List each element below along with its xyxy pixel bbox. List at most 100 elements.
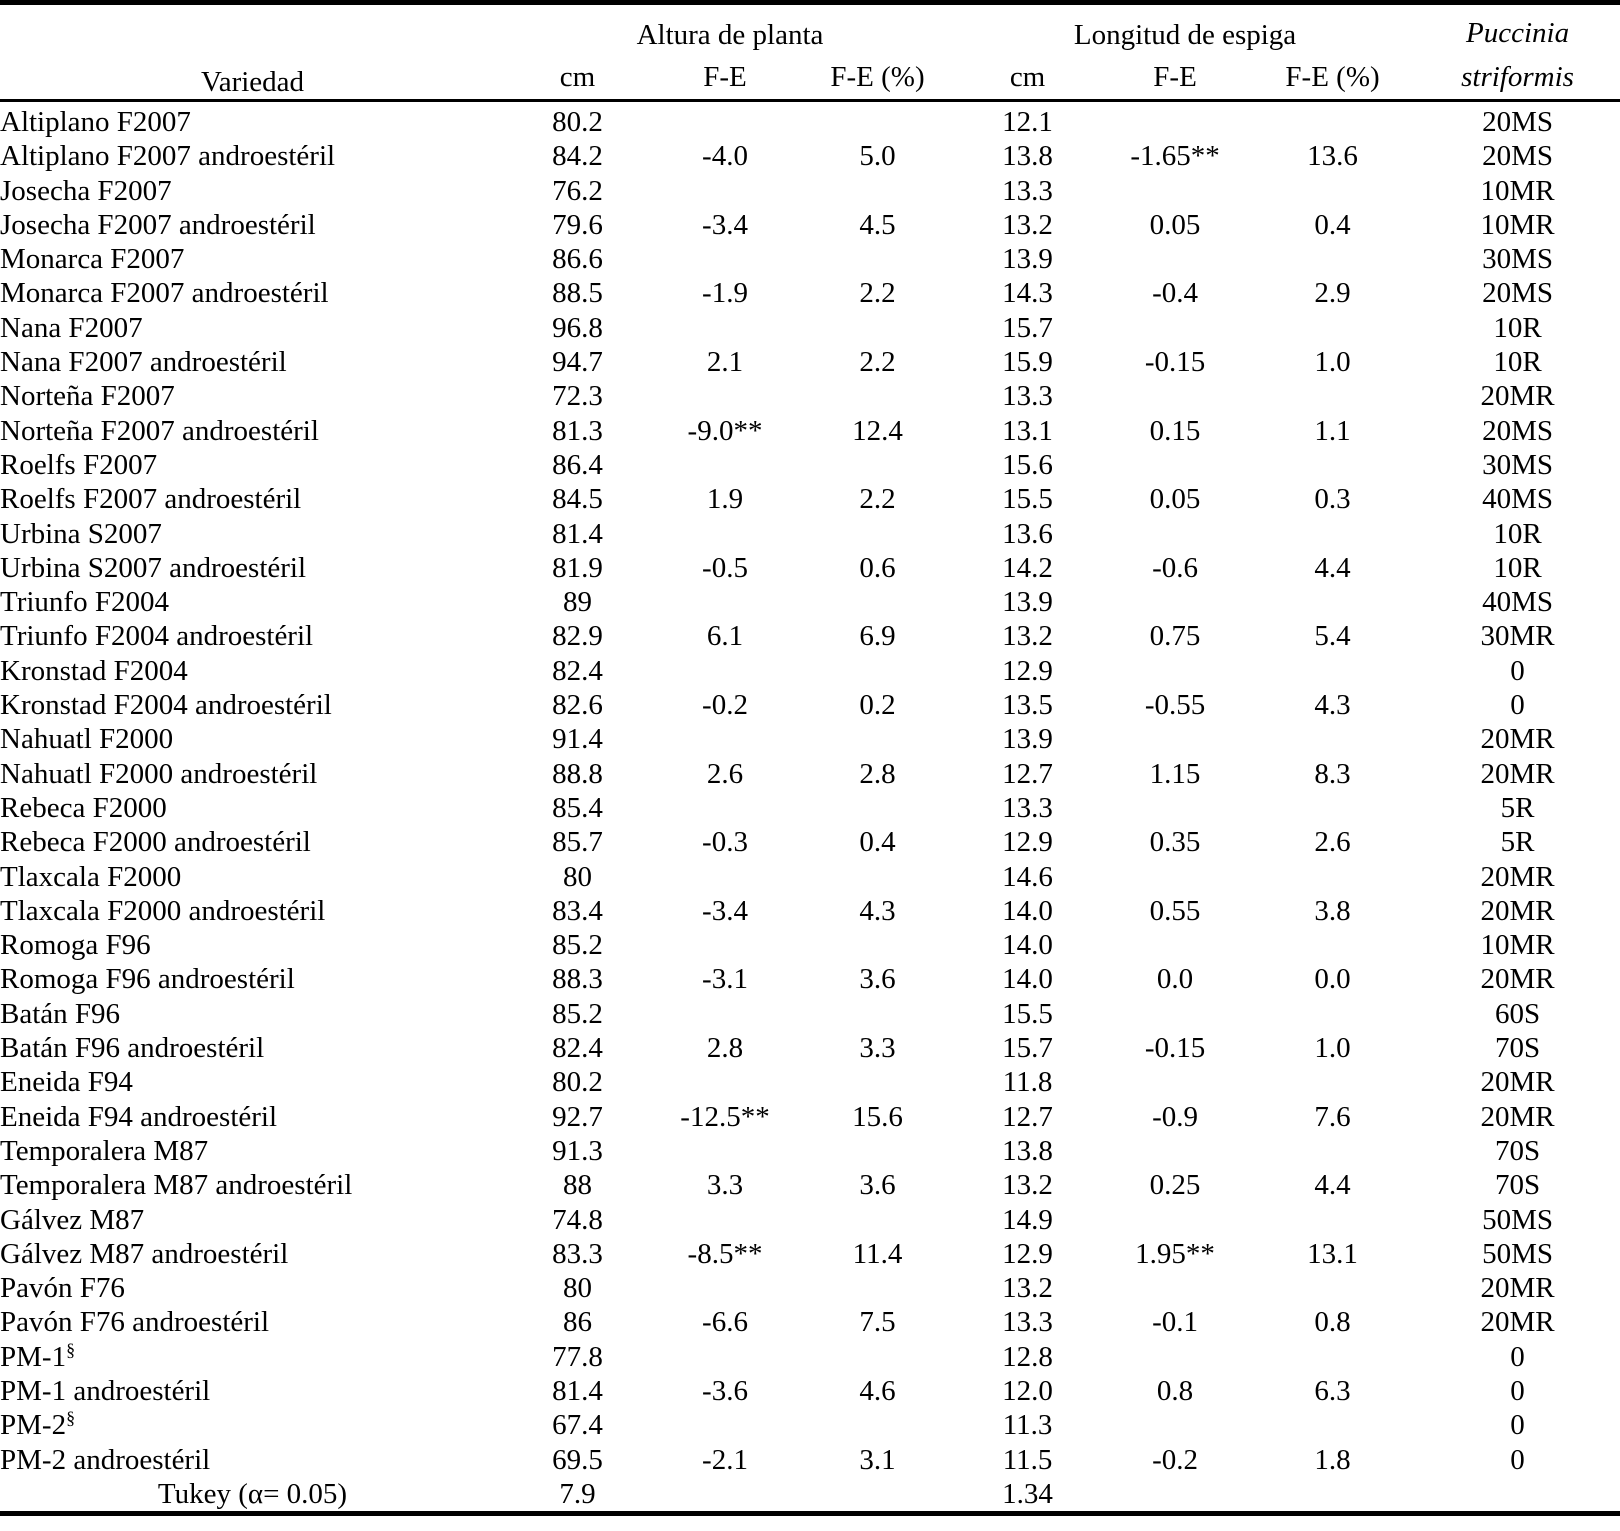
cell-longitud-fe xyxy=(1100,1065,1250,1099)
table-row: Nahuatl F2000 androestéril 88.8 2.6 2.8 12.7… xyxy=(0,757,1620,791)
table-row: Eneida F94 androestéril 92.7 -12.5** 15.6 12… xyxy=(0,1100,1620,1134)
cell-variety: Rebeca F2000 androestéril xyxy=(0,826,311,859)
cell-variety: Norteña F2007 xyxy=(0,380,175,413)
cell-longitud-fe xyxy=(1100,860,1250,894)
cell-altura-fe-pct xyxy=(800,1340,955,1374)
cell-altura-fe xyxy=(650,379,800,413)
cell-longitud-fe-pct xyxy=(1250,997,1415,1031)
cell-longitud-fe: 0.55 xyxy=(1149,894,1201,927)
cell-longitud-cm: 15.5 xyxy=(1002,997,1053,1030)
cell-altura-cm: 83.3 xyxy=(552,1237,603,1270)
table-row: Tlaxcala F2000 androestéril 83.4 -3.4 4.3 14… xyxy=(0,894,1620,928)
cell-altura-cm: 80 xyxy=(563,860,592,893)
cell-altura-fe: -9.0** xyxy=(687,414,763,447)
cell-longitud-fe: 0.15 xyxy=(1149,414,1201,447)
cell-longitud-fe: -0.9 xyxy=(1152,1100,1198,1133)
cell-longitud-cm: 12.0 xyxy=(1002,1374,1053,1407)
cell-altura-fe-pct: 2.2 xyxy=(859,346,896,379)
cell-altura-cm: 91.3 xyxy=(552,1134,603,1167)
cell-longitud-fe-pct: 13.1 xyxy=(1307,1237,1358,1270)
cell-longitud-fe-pct xyxy=(1250,928,1415,962)
cell-longitud-fe-pct: 13.6 xyxy=(1307,140,1358,173)
cell-altura-fe: -3.6 xyxy=(702,1374,748,1407)
cell-variety: Kronstad F2004 xyxy=(0,654,188,687)
table-row: PM-1§ 77.8 12.8 0 xyxy=(0,1340,1620,1374)
cell-altura-fe-pct: 2.8 xyxy=(859,757,896,790)
cell-longitud-fe-pct: 2.6 xyxy=(1314,826,1351,859)
cell-puccinia: 70S xyxy=(1494,1032,1541,1065)
cell-altura-cm: 84.5 xyxy=(552,483,603,516)
cell-longitud-cm: 13.6 xyxy=(1002,517,1053,550)
cell-longitud-cm: 12.9 xyxy=(1002,1237,1053,1270)
cell-variety: Temporalera M87 xyxy=(0,1134,209,1167)
cell-longitud-cm: 11.5 xyxy=(1002,1443,1053,1476)
cell-variety: Altiplano F2007 androestéril xyxy=(0,140,336,173)
cell-longitud-cm: 12.9 xyxy=(1002,826,1053,859)
cell-altura-fe: -3.4 xyxy=(702,894,748,927)
cell-altura-fe-pct xyxy=(800,722,955,756)
cell-variety: Pavón F76 xyxy=(0,1272,125,1305)
cell-puccinia: 10MR xyxy=(1480,208,1555,241)
cell-puccinia: 0 xyxy=(1510,654,1525,687)
cell-longitud-fe xyxy=(1100,997,1250,1031)
cell-longitud-fe-pct: 1.8 xyxy=(1314,1443,1351,1476)
cell-altura-fe-pct: 0.4 xyxy=(859,826,896,859)
cell-longitud-fe: 1.15 xyxy=(1149,757,1201,790)
cell-longitud-cm: 13.9 xyxy=(1002,243,1053,276)
cell-longitud-cm: 13.2 xyxy=(1002,1272,1053,1305)
cell-longitud-cm: 13.3 xyxy=(1002,1306,1053,1339)
cell-altura-cm: 86 xyxy=(563,1306,592,1339)
table-row: Temporalera M87 androestéril 88 3.3 3.6 13.2… xyxy=(0,1168,1620,1202)
cell-altura-cm: 81.9 xyxy=(552,551,603,584)
table-row: Nahuatl F2000 91.4 13.9 20MR xyxy=(0,722,1620,756)
cell-longitud-cm: 11.8 xyxy=(1002,1066,1053,1099)
table-row: Triunfo F2004 89 13.9 40MS xyxy=(0,585,1620,619)
cell-variety: Eneida F94 xyxy=(0,1066,133,1099)
cell-longitud-fe xyxy=(1100,517,1250,551)
table-row: Batán F96 85.2 15.5 60S xyxy=(0,997,1620,1031)
table-header: Variedad Altura de planta Longitud de es… xyxy=(0,3,1620,101)
cell-altura-cm: 85.4 xyxy=(552,791,603,824)
table-row: Eneida F94 80.2 11.8 20MR xyxy=(0,1065,1620,1099)
cell-altura-fe xyxy=(650,1065,800,1099)
cell-altura-fe-pct: 4.6 xyxy=(859,1374,896,1407)
cell-longitud-fe: -0.15 xyxy=(1144,346,1206,379)
cell-altura-fe-pct: 3.3 xyxy=(859,1032,896,1065)
cell-longitud-cm: 13.3 xyxy=(1002,380,1053,413)
cell-variety: Batán F96 androestéril xyxy=(0,1032,265,1065)
cell-puccinia: 20MR xyxy=(1480,1066,1555,1099)
table-row: Romoga F96 85.2 14.0 10MR xyxy=(0,928,1620,962)
cell-altura-fe: -0.5 xyxy=(702,551,748,584)
cell-variety: Romoga F96 xyxy=(0,929,151,962)
cell-puccinia: 70S xyxy=(1494,1169,1541,1202)
cell-altura-fe-pct xyxy=(800,1134,955,1168)
cell-longitud-fe-pct: 0.4 xyxy=(1314,208,1351,241)
table-row: Gálvez M87 74.8 14.9 50MS xyxy=(0,1203,1620,1237)
cell-altura-fe xyxy=(650,101,800,140)
cell-altura-cm: 96.8 xyxy=(552,311,603,344)
cell-altura-fe-pct: 3.6 xyxy=(859,963,896,996)
cell-variety: Tlaxcala F2000 androestéril xyxy=(0,894,326,927)
cell-puccinia: 20MR xyxy=(1480,1272,1555,1305)
cell-longitud-cm: 13.8 xyxy=(1002,1134,1053,1167)
cell-altura-fe xyxy=(650,311,800,345)
cell-altura-cm: 79.6 xyxy=(552,208,603,241)
cell-longitud-cm: 14.9 xyxy=(1002,1203,1053,1236)
cell-variety: Gálvez M87 xyxy=(0,1203,145,1236)
cell-longitud-fe-pct: 4.3 xyxy=(1314,689,1351,722)
cell-longitud-fe-pct: 4.4 xyxy=(1314,551,1351,584)
table-row: Nana F2007 androestéril 94.7 2.1 2.2 15.9 -0.… xyxy=(0,345,1620,379)
cell-variety: Pavón F76 androestéril xyxy=(0,1306,270,1339)
section-mark: § xyxy=(66,1407,76,1428)
cell-altura-cm: 88.8 xyxy=(552,757,603,790)
cell-altura-fe xyxy=(650,860,800,894)
puccinia-line1: Puccinia xyxy=(1466,17,1570,49)
cell-altura-cm: 94.7 xyxy=(552,346,603,379)
column-header-longitud-fe-pct: F-E (%) xyxy=(1285,61,1380,93)
cell-altura-fe-pct xyxy=(800,101,955,140)
cell-altura-cm: 82.9 xyxy=(552,620,603,653)
cell-longitud-fe-pct xyxy=(1250,1203,1415,1237)
cell-variety: PM-2§ xyxy=(0,1407,76,1442)
cell-altura-cm: 80.2 xyxy=(552,106,603,138)
cell-puccinia: 20MS xyxy=(1482,140,1553,173)
